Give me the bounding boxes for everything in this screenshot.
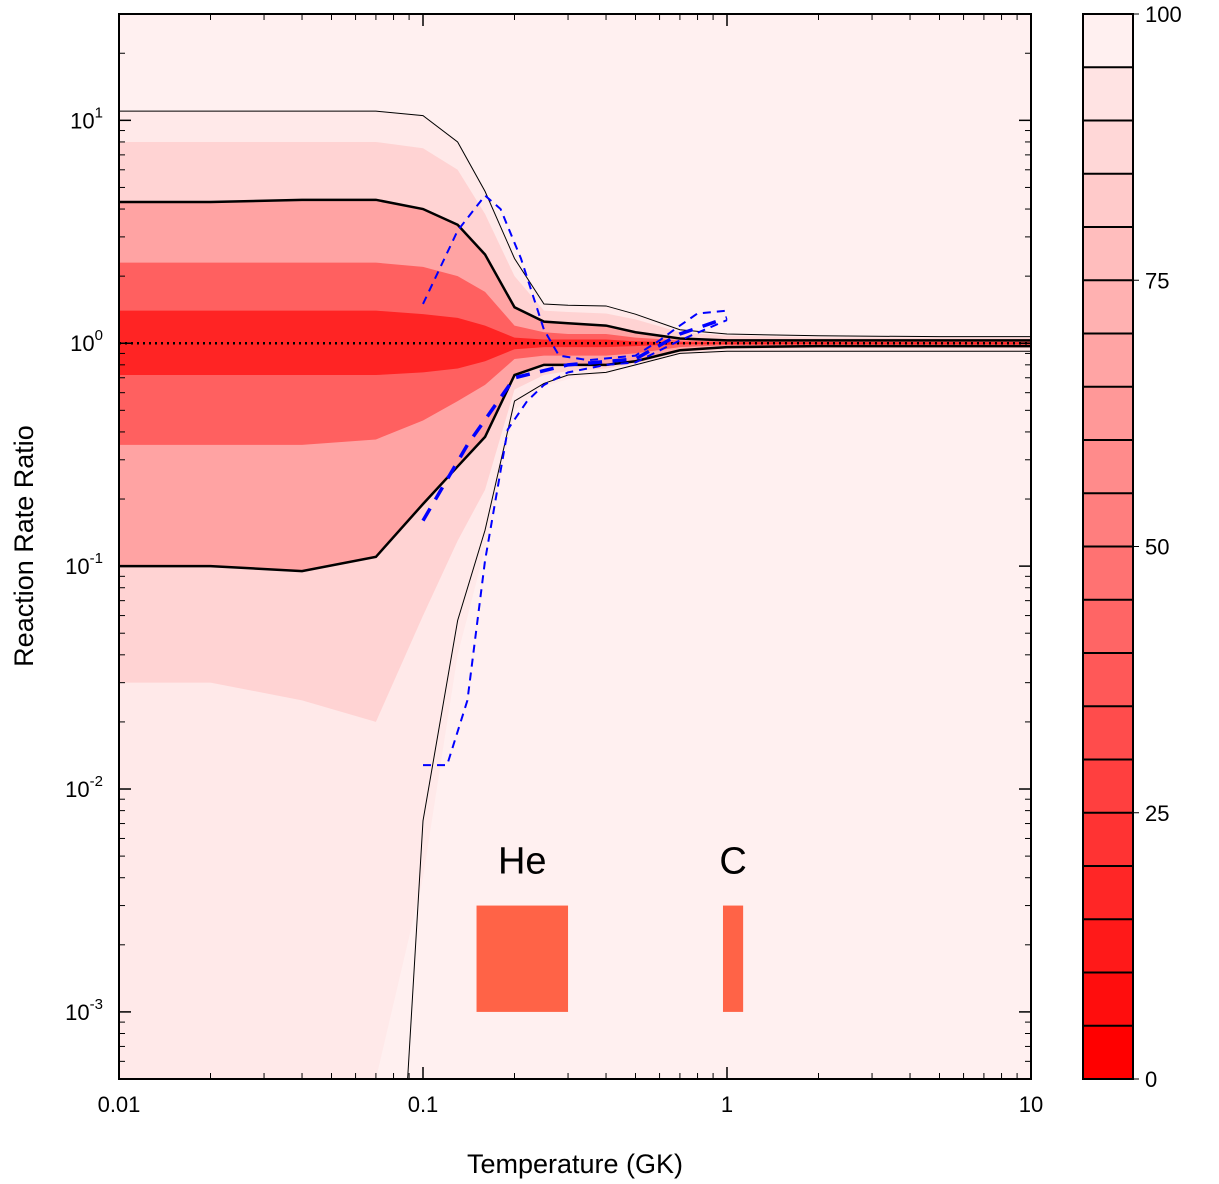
y-tick-exponent: -1 — [90, 550, 103, 567]
y-axis-label: Reaction Rate Ratio — [9, 425, 39, 667]
colorbar-cell — [1083, 280, 1133, 334]
colorbar-cell — [1083, 653, 1133, 707]
y-tick-exponent: 1 — [95, 104, 103, 121]
contour-band — [119, 262, 1031, 445]
colorbar-cell — [1083, 972, 1133, 1026]
y-tick-label: 100 — [70, 327, 103, 356]
colorbar-tick-label: 25 — [1145, 801, 1169, 826]
x-tick-label: 0.01 — [98, 1092, 141, 1117]
contour-line — [407, 350, 1031, 1079]
y-tick-label: 10-2 — [65, 773, 103, 802]
x-tick-label: 10 — [1019, 1092, 1043, 1117]
colorbar-cell — [1083, 440, 1133, 494]
colorbar-tick-label: 100 — [1145, 2, 1182, 27]
contour-line — [423, 319, 728, 767]
region-label: He — [498, 841, 547, 883]
colorbar-cell — [1083, 546, 1133, 600]
colorbar-cell — [1083, 14, 1133, 68]
colorbar-tick-label: 50 — [1145, 535, 1169, 560]
y-tick-exponent: -2 — [90, 773, 103, 790]
y-tick-exponent: 0 — [95, 327, 103, 344]
y-tick-base: 10 — [70, 108, 94, 133]
burning-region — [476, 905, 569, 1012]
plot-frame — [118, 13, 1032, 1080]
y-tick-base: 10 — [70, 331, 94, 356]
y-tick-exponent: -3 — [90, 996, 103, 1013]
colorbar-cell — [1083, 759, 1133, 813]
colorbar-cell — [1083, 386, 1133, 440]
colorbar-cell — [1083, 493, 1133, 547]
colorbar-cell — [1083, 812, 1133, 866]
y-tick-label: 10-1 — [65, 550, 103, 579]
contour-line — [119, 110, 1031, 338]
contour-line — [422, 194, 728, 362]
colorbar-cell — [1083, 120, 1133, 174]
colorbar-tick-label: 0 — [1145, 1067, 1157, 1092]
colorbar-cell — [1083, 866, 1133, 920]
colorbar-cell — [1083, 599, 1133, 653]
y-tick-base: 10 — [65, 777, 89, 802]
x-tick-label: 1 — [721, 1092, 733, 1117]
contour-line — [421, 316, 728, 522]
plot-area — [119, 14, 1031, 1079]
contour-line — [119, 198, 1031, 342]
y-tick-label: 10-3 — [65, 996, 103, 1025]
colorbar-cell — [1083, 173, 1133, 227]
colorbar-tick-label: 75 — [1145, 268, 1169, 293]
burning-region — [722, 905, 744, 1012]
y-tick-base: 10 — [65, 1000, 89, 1025]
y-tick-label: 101 — [70, 104, 103, 133]
contour-line — [119, 344, 1031, 573]
colorbar-cell — [1083, 919, 1133, 973]
colorbar-cell — [1083, 706, 1133, 760]
colorbar-cell — [1083, 333, 1133, 387]
y-tick-base: 10 — [65, 554, 89, 579]
region-label: C — [719, 841, 746, 883]
colorbar-cell — [1083, 227, 1133, 281]
x-axis-label: Temperature (GK) — [467, 1149, 683, 1179]
colorbar-cell — [1083, 1025, 1133, 1079]
x-tick-label: 0.1 — [408, 1092, 439, 1117]
colorbar-cell — [1083, 67, 1133, 121]
